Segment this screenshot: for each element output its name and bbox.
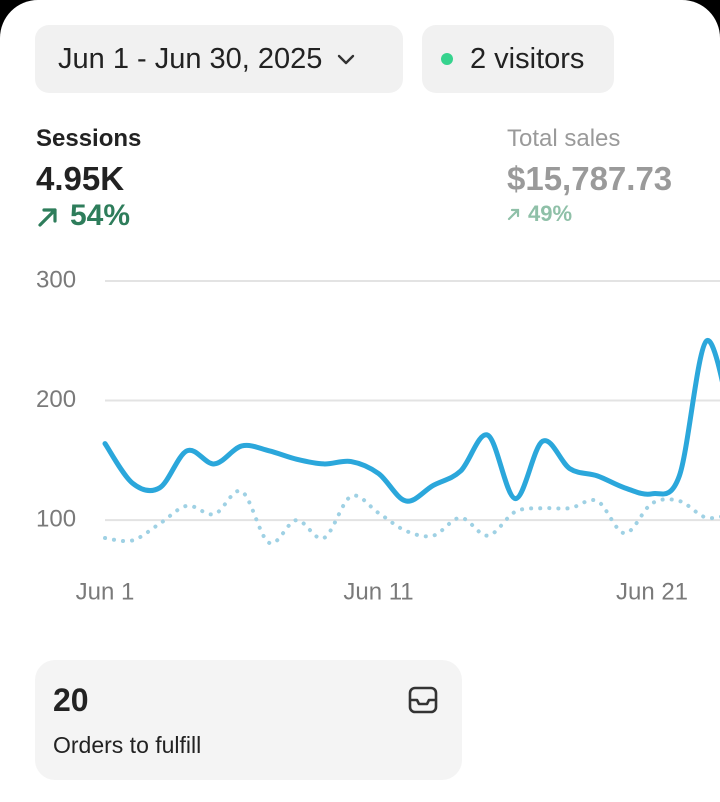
sessions-chart: 100 200 300 Jun 1 Jun 11 Jun 21 — [36, 266, 720, 605]
metric-label: Sessions — [36, 125, 142, 152]
visitors-button[interactable]: 2 visitors — [422, 25, 614, 93]
visitors: 2 visitors — [470, 42, 585, 75]
inbox-icon — [408, 686, 438, 714]
x-tick-label: Jun 11 — [343, 578, 413, 605]
date-range-button[interactable]: Jun 1 - Jun 30, 2025 — [35, 25, 403, 93]
metric-label: Total sales — [507, 125, 621, 152]
y-tick-label: 300 — [36, 266, 76, 293]
y-tick-label: 100 — [36, 505, 76, 532]
orders-label: Orders to fulfill — [53, 732, 202, 758]
metric-change: 49% — [528, 201, 573, 226]
metric-value: $15,787.73 — [507, 160, 673, 197]
x-tick-label: Jun 1 — [76, 578, 135, 605]
chevron-icon — [338, 54, 355, 65]
x-tick-label: Jun 21 — [616, 578, 688, 605]
up-arrow-icon — [507, 208, 520, 221]
live-dot — [441, 53, 453, 65]
orders-count: 20 — [53, 682, 89, 718]
metric-change: 54% — [70, 199, 131, 232]
y-tick-label: 200 — [36, 386, 76, 413]
comparison-line — [103, 488, 720, 546]
metric-value: 4.95K — [36, 160, 125, 197]
sessions-line — [102, 338, 720, 504]
date-range: Jun 1 - Jun 30, 2025 — [58, 42, 323, 75]
up-arrow-icon — [38, 208, 57, 227]
orders-card[interactable]: 20 Orders to fulfill — [35, 660, 462, 780]
